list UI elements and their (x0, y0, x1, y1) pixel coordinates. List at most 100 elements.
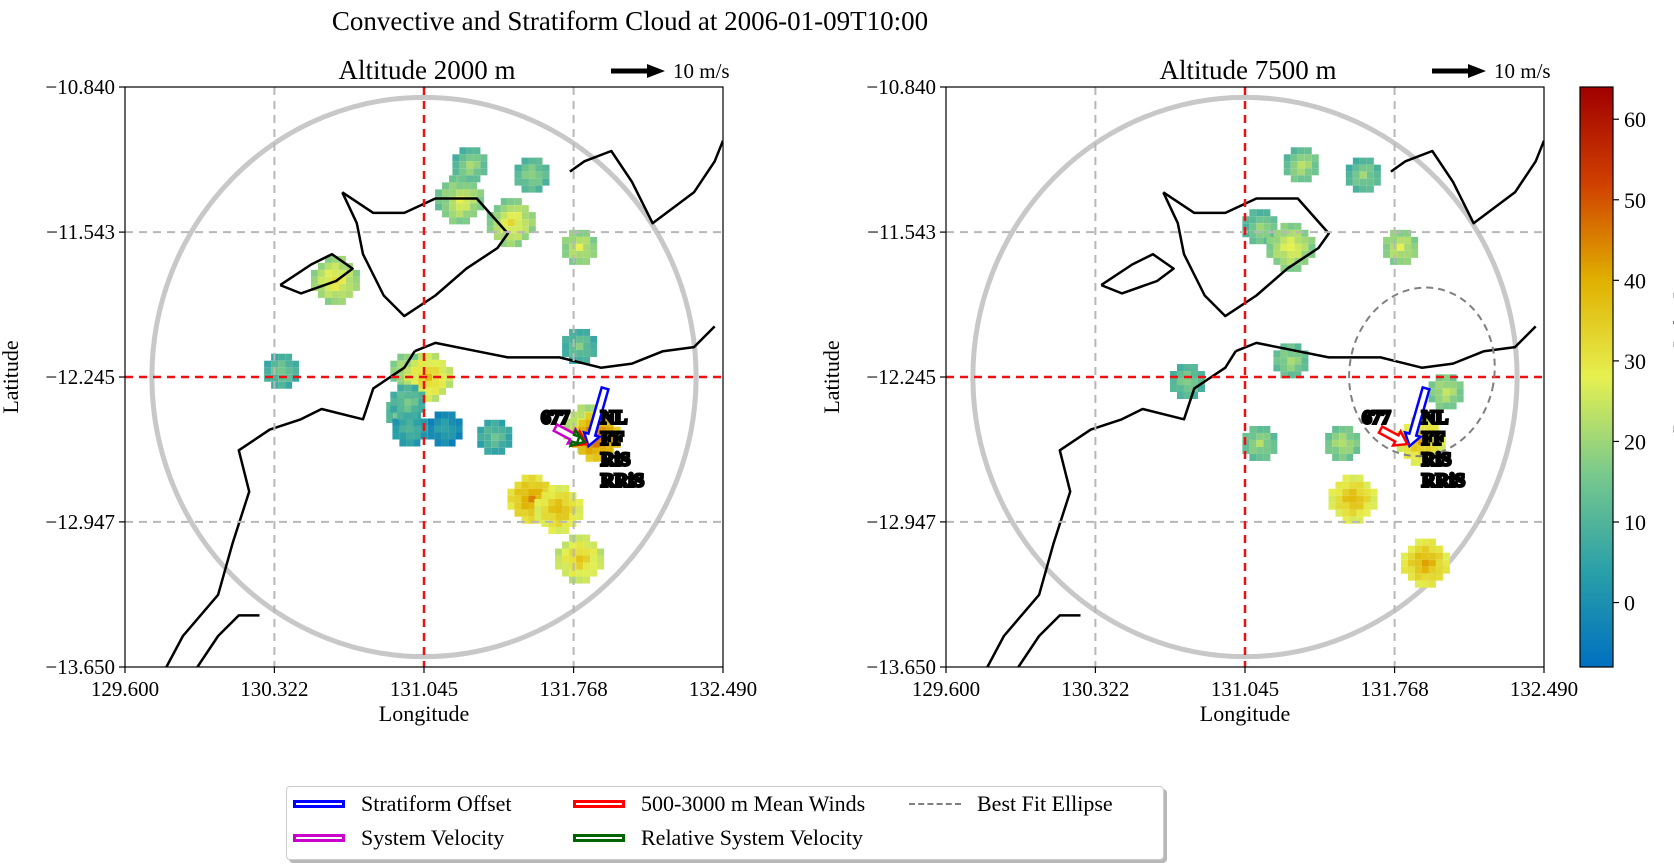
echo-pixel (1346, 453, 1354, 461)
echo-pixel (507, 205, 515, 213)
echo-pixel (425, 352, 433, 360)
echo-pixel (1297, 175, 1305, 183)
echo-pixel (1287, 250, 1295, 258)
echo-pixel (324, 269, 332, 277)
echo-pixel (583, 534, 591, 542)
echo-pixel (1407, 545, 1415, 553)
echo-pixel (1442, 395, 1450, 403)
echo-pixel (521, 164, 529, 172)
echo-pixel (534, 513, 542, 521)
echo-pixel (427, 432, 435, 440)
wind-scale-arrowhead (1468, 64, 1486, 78)
echo-pixel (562, 548, 570, 556)
echo-pixel (555, 555, 563, 563)
echo-pixel (1363, 488, 1371, 496)
echo-pixel (597, 555, 605, 563)
range-ring (149, 94, 699, 660)
echo-pixel (404, 380, 412, 388)
echo-pixel (1345, 178, 1353, 186)
echo-pixel (542, 164, 550, 172)
echo-pixel (1352, 178, 1360, 186)
echo-pixel (442, 196, 450, 204)
echo-pixel (1266, 243, 1274, 251)
echo-pixel (1410, 444, 1418, 452)
echo-pixel (473, 168, 481, 176)
coastline (414, 325, 716, 369)
echo-pixel (1411, 250, 1419, 258)
echo-pixel (528, 219, 536, 227)
echo-pixel (528, 509, 536, 517)
echo-pixel (491, 426, 499, 434)
echo-pixel (404, 405, 412, 413)
echo-pixel (1256, 230, 1264, 238)
echo-pixel (425, 366, 433, 374)
echo-pixel (562, 541, 570, 549)
echo-pixel (463, 203, 471, 211)
echo-pixel (576, 506, 584, 514)
echo-pixel (569, 243, 577, 251)
echo-pixel (1442, 566, 1450, 574)
legend-label: Best Fit Ellipse (977, 791, 1113, 816)
echo-pixel (390, 405, 398, 413)
echo-pixel (528, 226, 536, 234)
system-classification-label: RRiS (601, 470, 644, 491)
echo-pixel (1270, 216, 1278, 224)
echo-pixel (583, 548, 591, 556)
echo-pixel (507, 502, 515, 510)
echo-pixel (1280, 222, 1288, 230)
echo-pixel (570, 418, 578, 426)
echo-pixel (338, 255, 346, 263)
legend-item-best-fit-ellipse: Best Fit Ellipse (907, 791, 1113, 817)
echo-pixel (477, 203, 485, 211)
echo-pixel (1290, 161, 1298, 169)
echo-pixel (548, 520, 556, 528)
system-classification-label: NL (601, 407, 627, 428)
echo-pixel (541, 499, 549, 507)
echo-pixel (418, 380, 426, 388)
echo-pixel (590, 243, 598, 251)
echo-pixel (1407, 559, 1415, 567)
echo-pixel (1249, 446, 1257, 454)
echo-pixel (470, 203, 478, 211)
echo-pixel (569, 513, 577, 521)
echo-pixel (585, 447, 593, 455)
echo-pixel (1435, 381, 1443, 389)
echo-pixel (411, 405, 419, 413)
echo-pixel (1397, 250, 1405, 258)
echo-pixel (514, 495, 522, 503)
echo-pixel (1353, 439, 1361, 447)
echo-pixel (1273, 250, 1281, 258)
echo-pixel (1249, 425, 1257, 433)
echo-pixel (1280, 364, 1288, 372)
echo-pixel (331, 283, 339, 291)
echo-pixel (427, 418, 435, 426)
echo-blob (392, 411, 428, 447)
echo-pixel (392, 425, 400, 433)
echo-pixel (521, 205, 529, 213)
echo-pixel (399, 418, 407, 426)
echo-pixel (576, 342, 584, 350)
echo-pixel (583, 243, 591, 251)
echo-pixel (324, 276, 332, 284)
colorbar-tick-label: 50 (1624, 188, 1646, 213)
echo-pixel (1390, 229, 1398, 237)
echo-pixel (1449, 381, 1457, 389)
echo-pixel (1345, 164, 1353, 172)
echo-pixel (1294, 350, 1302, 358)
echo-pixel (1297, 161, 1305, 169)
echo-pixel (338, 269, 346, 277)
echo-pixel (514, 240, 522, 248)
echo-pixel (528, 164, 536, 172)
echo-pixel (390, 360, 398, 368)
echo-pixel (606, 433, 614, 441)
y-tick-label: −12.947 (45, 510, 115, 534)
echo-pixel (1190, 371, 1198, 379)
echo-pixel (1263, 209, 1271, 217)
echo-pixel (1183, 385, 1191, 393)
echo-pixel (1294, 371, 1302, 379)
echo-pixel (1435, 559, 1443, 567)
echo-pixel (534, 499, 542, 507)
legend-item-relative-system-velocity: Relative System Velocity (571, 825, 863, 851)
echo-pixel (406, 432, 414, 440)
coastline (341, 191, 510, 318)
